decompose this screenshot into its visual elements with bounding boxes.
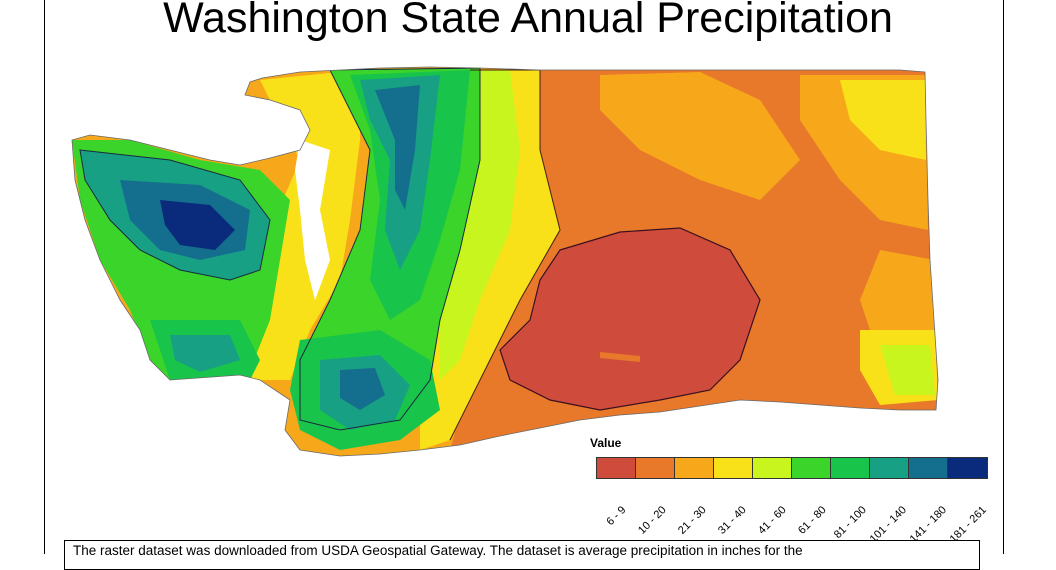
puget-sound bbox=[295, 140, 330, 300]
legend-swatch bbox=[948, 458, 987, 478]
map-frame bbox=[44, 0, 1004, 554]
strait-of-juan-de-fuca bbox=[90, 120, 300, 160]
map-area bbox=[71, 66, 939, 457]
legend-labels: 6 - 9 10 - 20 21 - 30 31 - 40 41 - 60 61 - 80… bbox=[596, 482, 999, 545]
zone-rainier-peak bbox=[340, 368, 385, 410]
legend-swatch bbox=[753, 458, 792, 478]
zone-ne-3 bbox=[840, 80, 926, 160]
washington-map bbox=[71, 66, 939, 457]
map-caption: The raster dataset was downloaded from U… bbox=[64, 540, 980, 570]
legend-swatch bbox=[831, 458, 870, 478]
legend-swatch bbox=[597, 458, 636, 478]
legend-title: Value bbox=[590, 436, 622, 450]
zone-blue-mtn-high bbox=[880, 345, 935, 395]
zone-willapa-high bbox=[170, 335, 240, 372]
legend-swatch bbox=[675, 458, 714, 478]
legend-class-label: 6 - 9 bbox=[604, 504, 629, 529]
legend-class-label: 31 - 40 bbox=[715, 504, 749, 537]
zone-6-9 bbox=[500, 228, 760, 410]
legend-swatch bbox=[870, 458, 909, 478]
legend-class-label: 10 - 20 bbox=[635, 504, 669, 537]
legend-color-ramp bbox=[596, 457, 988, 479]
legend-swatch bbox=[636, 458, 675, 478]
reservoir bbox=[600, 352, 640, 362]
zone-41-60-east bbox=[440, 70, 520, 380]
legend-swatch bbox=[909, 458, 948, 478]
state-outline bbox=[71, 66, 939, 457]
legend-class-label: 61 - 80 bbox=[795, 504, 829, 537]
legend-swatch bbox=[792, 458, 831, 478]
zone-181-261 bbox=[160, 200, 235, 250]
zone-141-180-cascade bbox=[375, 85, 420, 210]
legend-swatch bbox=[714, 458, 753, 478]
legend-class-label: 41 - 60 bbox=[755, 504, 789, 537]
zone-ne-1 bbox=[600, 72, 800, 200]
legend-class-label: 21 - 30 bbox=[675, 504, 709, 537]
map-title: Washington State Annual Precipitation bbox=[163, 0, 893, 42]
